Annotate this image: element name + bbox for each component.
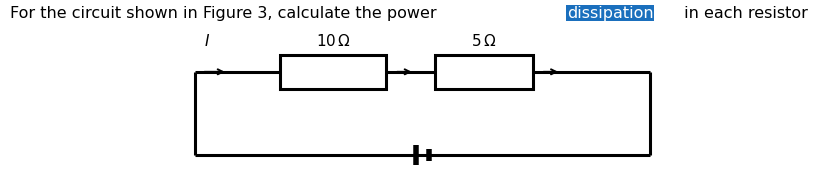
Text: $10\,\Omega$: $10\,\Omega$ — [315, 33, 351, 49]
Bar — [280, 55, 386, 89]
Bar — [435, 55, 533, 89]
Text: $I$: $I$ — [204, 33, 211, 49]
Text: in each resistor if I=0.8A.: in each resistor if I=0.8A. — [679, 6, 813, 21]
Text: For the circuit shown in Figure 3, calculate the power: For the circuit shown in Figure 3, calcu… — [10, 6, 441, 21]
Text: dissipation: dissipation — [567, 6, 654, 21]
Text: $5\,\Omega$: $5\,\Omega$ — [471, 33, 497, 49]
